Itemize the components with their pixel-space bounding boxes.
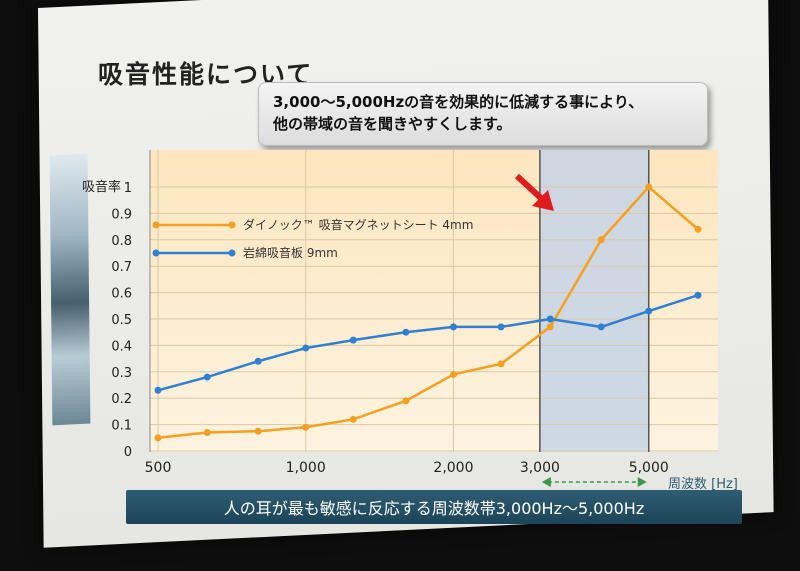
y-tick-label: 0.3 (111, 366, 132, 381)
series-line-2 (157, 294, 699, 392)
data-point (203, 429, 211, 437)
data-point (402, 397, 410, 405)
legend-marker (152, 249, 160, 257)
y-tick-label: 0.5 (111, 313, 132, 328)
x-tick-label: 1,000 (286, 460, 326, 476)
legend-marker (152, 221, 160, 229)
band-range-arrow (541, 477, 647, 487)
data-point (254, 357, 262, 365)
series-line-1 (157, 185, 699, 440)
callout-line-2: 他の帯域の音を聞きやすくします。 (273, 115, 512, 133)
highlight-band (539, 150, 649, 452)
y-tick-label: 0 (124, 445, 132, 460)
data-point (597, 323, 605, 331)
legend-marker (228, 221, 236, 229)
data-point (154, 386, 162, 394)
y-tick-label: 0.6 (111, 287, 132, 302)
callout-box: 3,000～5,000Hzの音を効果的に低減する事により、 他の帯域の音を聞きや… (258, 82, 708, 146)
y-tick-label: 0.1 (111, 419, 132, 434)
data-point (497, 323, 505, 331)
y-axis-label: 吸音率 (82, 179, 121, 195)
y-tick-label: 0.9 (111, 207, 132, 222)
legend-marker (228, 249, 236, 257)
data-point (645, 183, 653, 191)
legend-label: 岩綿吸音板 9mm (243, 245, 338, 260)
data-point (302, 423, 310, 431)
data-point (203, 373, 211, 381)
x-tick-label: 5,000 (629, 460, 669, 476)
data-point (349, 336, 357, 344)
x-axis-label: 周波数 [Hz] (668, 477, 738, 492)
y-tick-label: 0.8 (111, 234, 132, 249)
data-point (597, 236, 605, 244)
data-point (546, 323, 554, 331)
data-point (154, 434, 162, 442)
callout-line-1: 3,000～5,000Hzの音を効果的に低減する事により、 (273, 93, 644, 111)
frequency-band-banner: 人の耳が最も敏感に反応する周波数帯3,000Hz～5,000Hz (126, 490, 742, 524)
data-point (302, 344, 310, 352)
y-tick-label: 0.4 (111, 339, 132, 354)
data-point (694, 291, 702, 299)
legend-label: ダイノック™ 吸音マグネットシート 4mm (243, 217, 473, 232)
y-tick-label: 0.7 (111, 260, 132, 275)
data-point (546, 315, 554, 323)
data-point (449, 323, 457, 331)
x-tick-label: 500 (145, 460, 172, 476)
data-point (497, 360, 505, 368)
y-tick-label: 1 (124, 181, 132, 196)
data-point (449, 370, 457, 378)
y-tick-label: 0.2 (111, 392, 132, 407)
data-point (694, 225, 702, 233)
red-pointer-arrow (514, 173, 554, 211)
data-point (349, 415, 357, 423)
x-tick-label: 2,000 (433, 460, 473, 476)
x-tick-label: 3,000 (520, 460, 560, 476)
data-point (254, 427, 262, 435)
data-point (402, 328, 410, 336)
data-point (645, 307, 653, 315)
